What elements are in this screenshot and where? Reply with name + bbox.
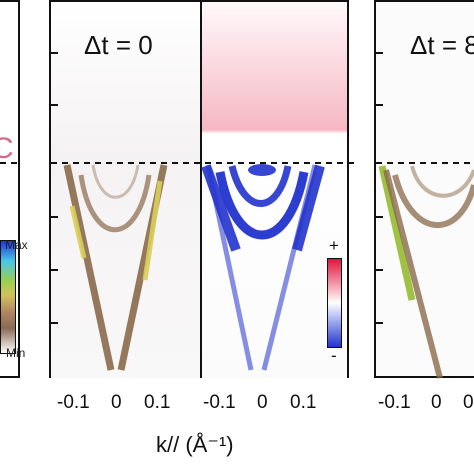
panel-a-x-tick-label: 0 bbox=[111, 392, 122, 413]
panel-divider bbox=[200, 0, 202, 378]
panel-a-inner-parabola-2 bbox=[91, 164, 140, 199]
panel-b-parabola-outer bbox=[215, 171, 309, 240]
panel-b-right-blue-band bbox=[292, 164, 325, 252]
panel-a-y-tick bbox=[51, 52, 58, 54]
panel-b-top-blob bbox=[248, 164, 276, 176]
panel-c-x-tick-label: -0.1 bbox=[378, 392, 411, 413]
panel-b-parabola-inner bbox=[228, 165, 292, 207]
panel-c-x-tick-label: 0 bbox=[431, 392, 442, 413]
panel-c-left-green-band bbox=[378, 165, 416, 301]
panel-a-inner-parabola bbox=[78, 174, 152, 233]
panel-c-y-tick bbox=[376, 269, 383, 271]
panel-b-x-tick-label: 0.1 bbox=[290, 392, 317, 413]
panel-c-parabola-inner bbox=[410, 165, 474, 198]
panel-c-y-tick bbox=[376, 104, 383, 106]
x-axis-label: k// (Å⁻¹) bbox=[156, 432, 234, 457]
panel-a-title: Δt = 0 bbox=[84, 30, 153, 60]
panel-a-x-tick-label: -0.1 bbox=[57, 392, 90, 413]
left-colorbar bbox=[0, 240, 16, 354]
panel-b-x-tick-label: -0.1 bbox=[203, 392, 236, 413]
panel-c-parabola bbox=[392, 174, 474, 228]
left-colorbar-min-label: Min bbox=[6, 346, 26, 360]
panel-a-y-tick bbox=[51, 216, 58, 218]
panel-a-left-band bbox=[63, 164, 115, 371]
panel-b-left-blue-band bbox=[201, 164, 241, 252]
panel-a-right-yellow-band bbox=[142, 180, 163, 281]
panel-a-left-yellow-band bbox=[69, 205, 87, 259]
panel-a-x-tick-label: 0.1 bbox=[144, 392, 171, 413]
panel-c-y-tick bbox=[376, 322, 383, 324]
panel-b-colorbar-minus: - bbox=[331, 346, 337, 365]
panel-c-y-tick bbox=[376, 216, 383, 218]
partial-label: C bbox=[0, 132, 14, 166]
panel-c-y-tick bbox=[376, 52, 383, 54]
panel-a-y-tick bbox=[51, 104, 58, 106]
panel-c-title: Δt = 8 bbox=[410, 30, 474, 60]
panel-b-colorbar-plus: + bbox=[329, 236, 339, 255]
panel-b-colorbar bbox=[327, 258, 342, 348]
panel-a-y-tick bbox=[51, 322, 58, 324]
panel-b-x-tick-label: 0 bbox=[257, 392, 268, 413]
panel-c-left-band bbox=[383, 169, 443, 379]
panel-c-x-tick-label: 0 bbox=[463, 392, 474, 413]
panel-a-y-tick bbox=[51, 269, 58, 271]
left-colorbar-max-label: Max bbox=[5, 238, 28, 252]
